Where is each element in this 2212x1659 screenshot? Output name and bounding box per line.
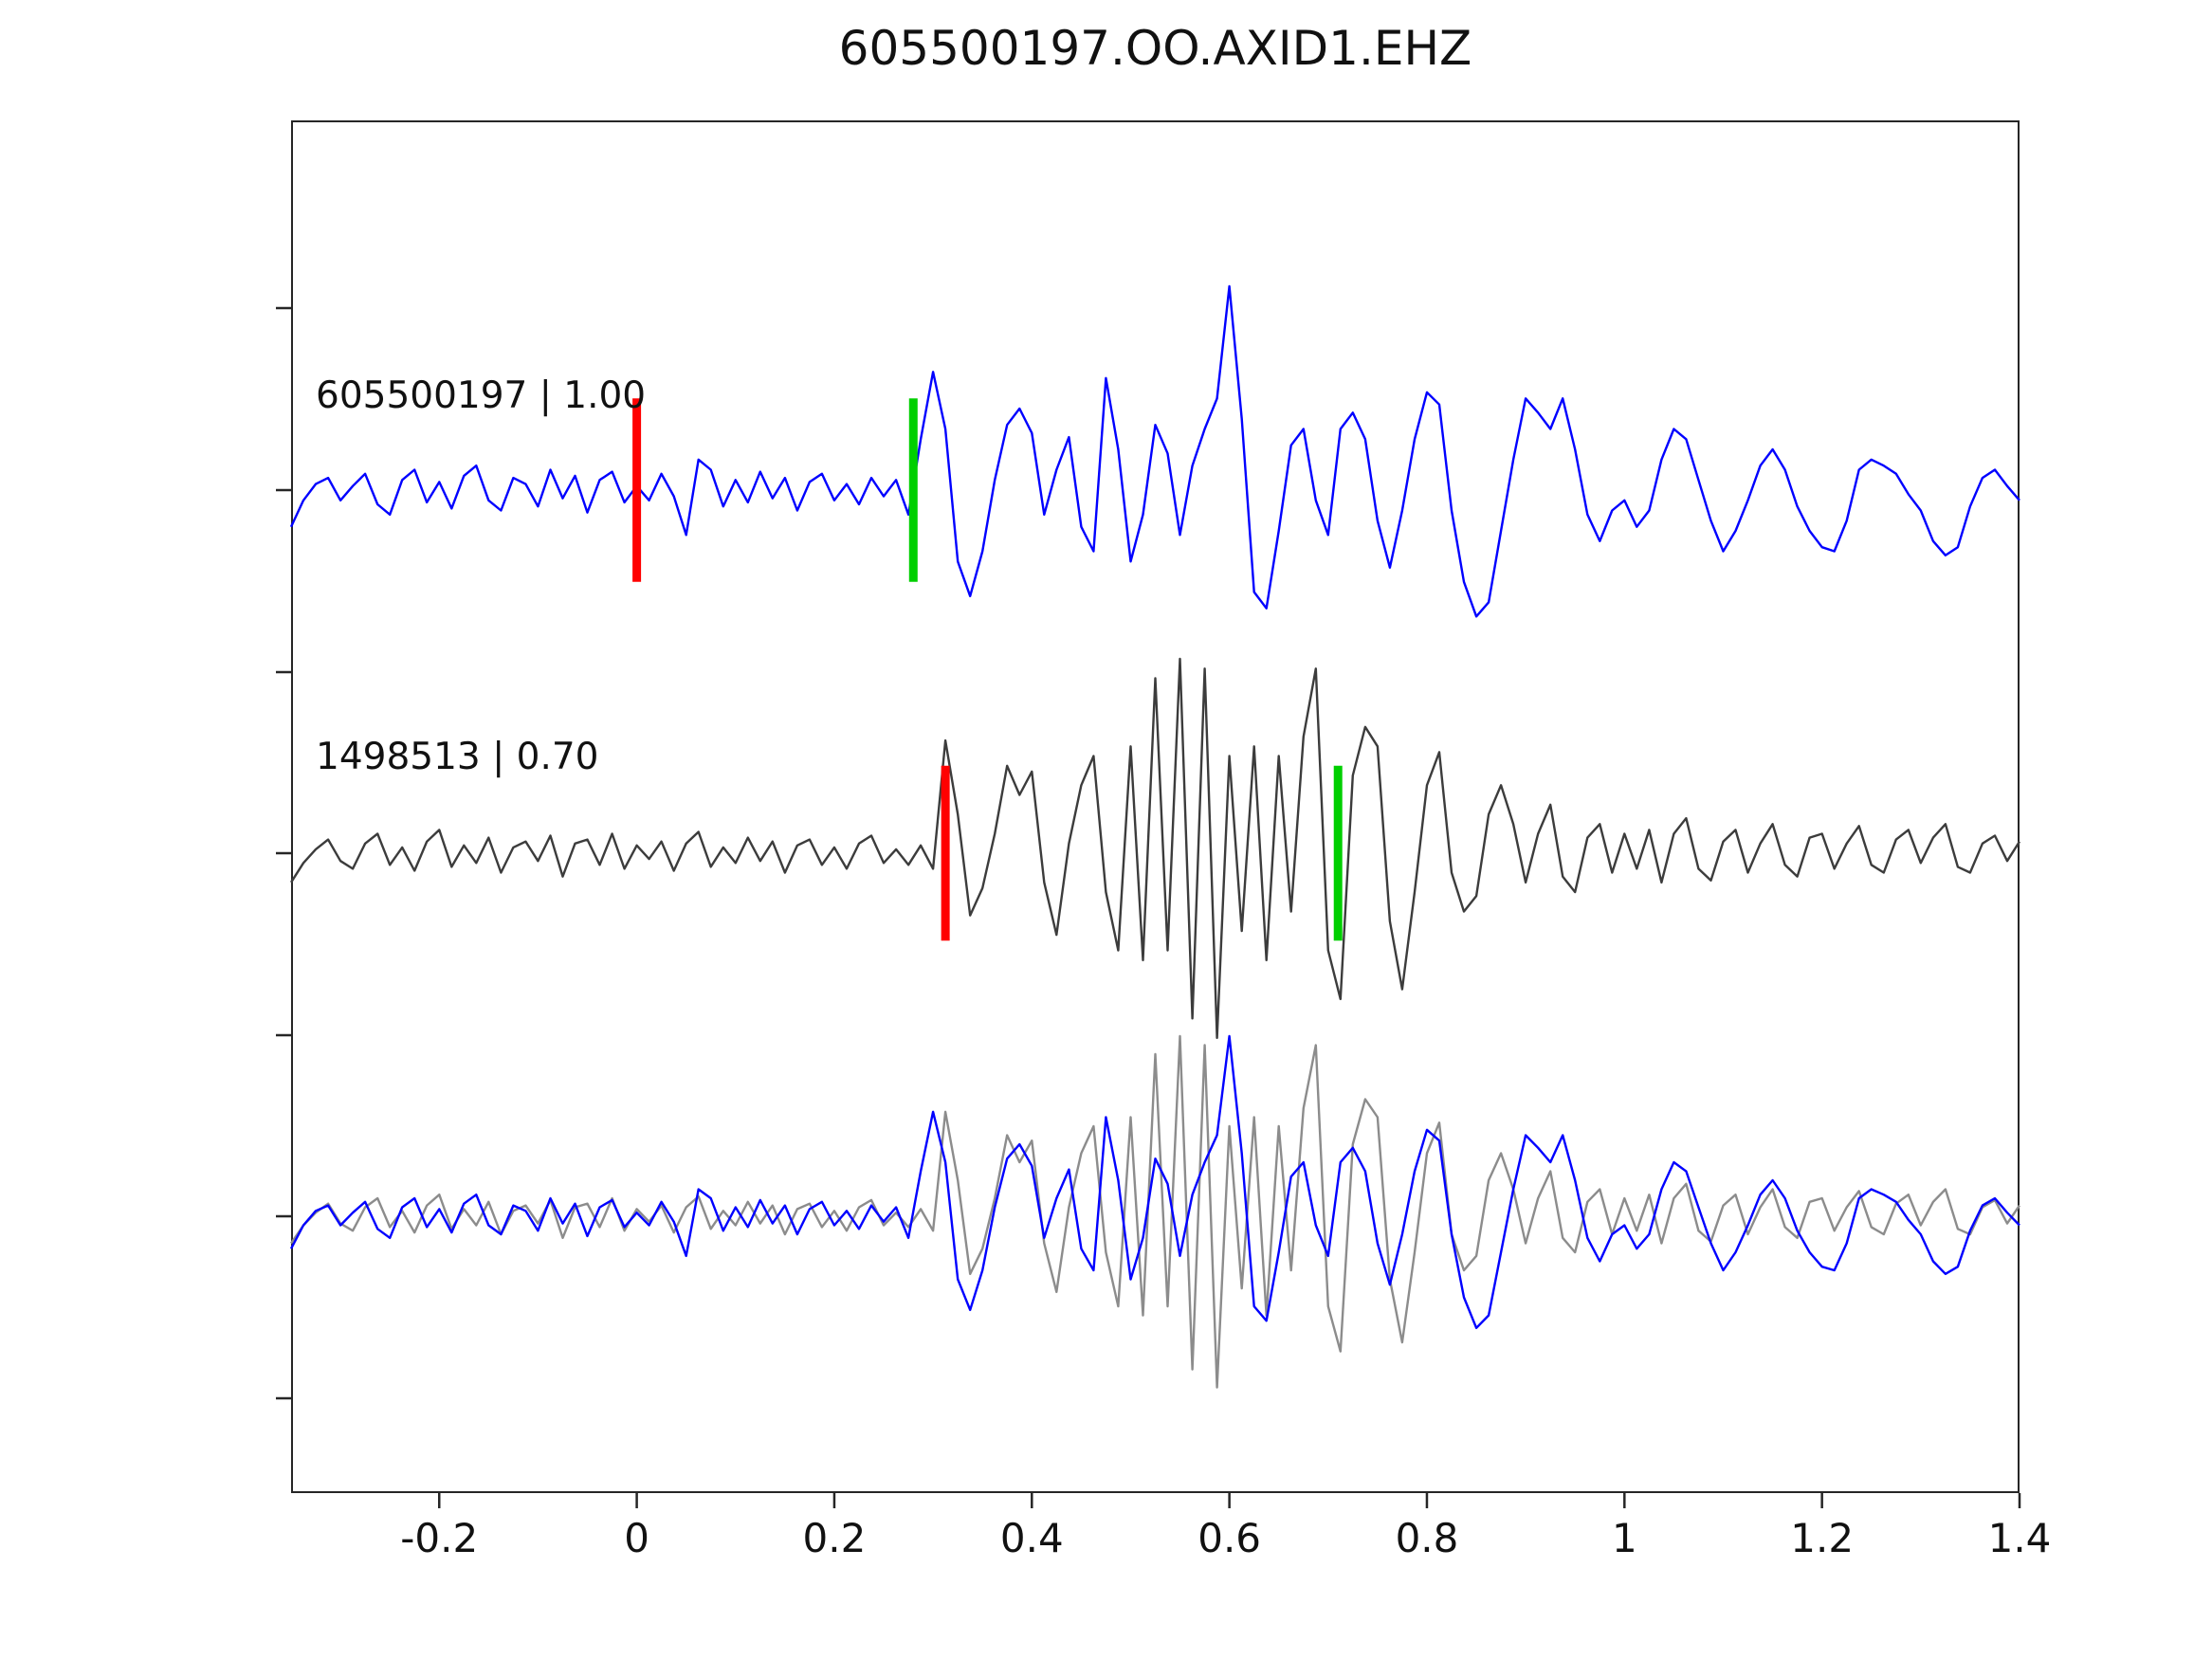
x-tick-label: 0.4 [999,1515,1064,1561]
plot-area [291,120,2020,1493]
x-tick-label: 1.2 [1790,1515,1855,1561]
x-tick-label: 0.8 [1395,1515,1459,1561]
x-tick-label: 1 [1611,1515,1637,1561]
x-tick-label: 0.2 [802,1515,867,1561]
x-tick-label: -0.2 [400,1515,479,1561]
trace-label-2: 1498513 | 0.70 [316,736,599,778]
chart-title: 605500197.OO.AXID1.EHZ [838,21,1472,76]
trace-label-1: 605500197 | 1.00 [316,374,647,417]
x-tick-label: 0.6 [1197,1515,1262,1561]
x-tick-label: 0 [624,1515,649,1561]
x-tick-label: 1.4 [1987,1515,2052,1561]
